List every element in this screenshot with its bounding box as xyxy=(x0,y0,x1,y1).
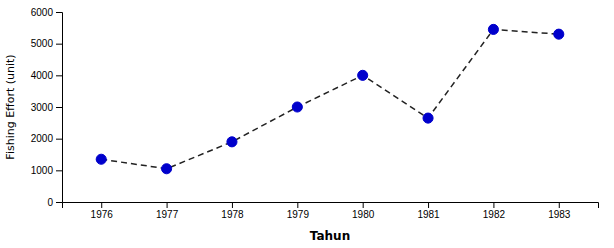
tick-mark xyxy=(167,202,168,208)
tick-label: 5000 xyxy=(31,38,54,49)
tick-mark xyxy=(232,202,233,208)
axis-line xyxy=(63,203,599,209)
tick-mark xyxy=(56,202,62,203)
tick-label: 3000 xyxy=(31,102,54,113)
tick: 1979 xyxy=(287,202,310,220)
tick-mark xyxy=(363,202,364,208)
tick: 1980 xyxy=(352,202,375,220)
point xyxy=(96,154,106,164)
line xyxy=(101,29,559,168)
point xyxy=(358,70,368,80)
point xyxy=(292,102,302,112)
tick-mark xyxy=(56,44,62,45)
tick-label: 1981 xyxy=(417,209,440,220)
point xyxy=(162,164,172,174)
tick-mark xyxy=(101,202,102,208)
tick: 1000 xyxy=(31,165,62,176)
tick: 2000 xyxy=(31,133,62,144)
tick-label: 1980 xyxy=(352,209,375,220)
tick: 0 xyxy=(47,197,62,208)
tick: 1978 xyxy=(221,202,244,220)
tick-mark xyxy=(428,202,429,208)
tick-label: 1976 xyxy=(91,209,114,220)
tick: 1983 xyxy=(548,202,571,220)
tick-mark xyxy=(56,12,62,13)
tick-label: 2000 xyxy=(31,133,54,144)
tick-mark xyxy=(559,202,560,208)
plot-area: 1976 1977 1978 1979 1980 1981 1982 1983 0 1000 200… xyxy=(31,7,599,220)
tick: 1976 xyxy=(91,202,114,220)
tick: 4000 xyxy=(31,70,62,81)
point xyxy=(423,113,433,123)
axis-line xyxy=(56,13,63,203)
tick-label: 1979 xyxy=(287,209,310,220)
point xyxy=(488,24,498,34)
x-axis: 1976 1977 1978 1979 1980 1981 1982 1983 xyxy=(63,202,599,220)
tick-label: 1983 xyxy=(548,209,571,220)
point xyxy=(227,137,237,147)
tick: 3000 xyxy=(31,102,62,113)
tick: 1982 xyxy=(483,202,506,220)
tick-mark xyxy=(493,202,494,208)
chart: 1976 1977 1978 1979 1980 1981 1982 1983 0 1000 200… xyxy=(0,0,614,248)
tick: 1981 xyxy=(417,202,440,220)
tick-label: 6000 xyxy=(31,7,54,18)
y-axis: 0 1000 2000 3000 4000 5000 6000 xyxy=(31,7,63,208)
tick-mark xyxy=(297,202,298,208)
tick-label: 1978 xyxy=(221,209,244,220)
x-axis-title: Tahun xyxy=(310,229,350,243)
tick: 5000 xyxy=(31,38,62,49)
tick-label: 1000 xyxy=(31,165,54,176)
tick-mark xyxy=(56,107,62,108)
tick-mark xyxy=(56,139,62,140)
point xyxy=(554,29,564,39)
tick-label: 0 xyxy=(47,197,53,208)
tick-label: 4000 xyxy=(31,70,54,81)
tick-mark xyxy=(56,75,62,76)
tick-label: 1982 xyxy=(483,209,506,220)
y-axis-title: Fishing Effort (unit) xyxy=(4,54,17,159)
tick-label: 1977 xyxy=(156,209,179,220)
tick-mark xyxy=(56,170,62,171)
tick: 1977 xyxy=(156,202,179,220)
marks xyxy=(96,24,564,173)
tick: 6000 xyxy=(31,7,62,18)
